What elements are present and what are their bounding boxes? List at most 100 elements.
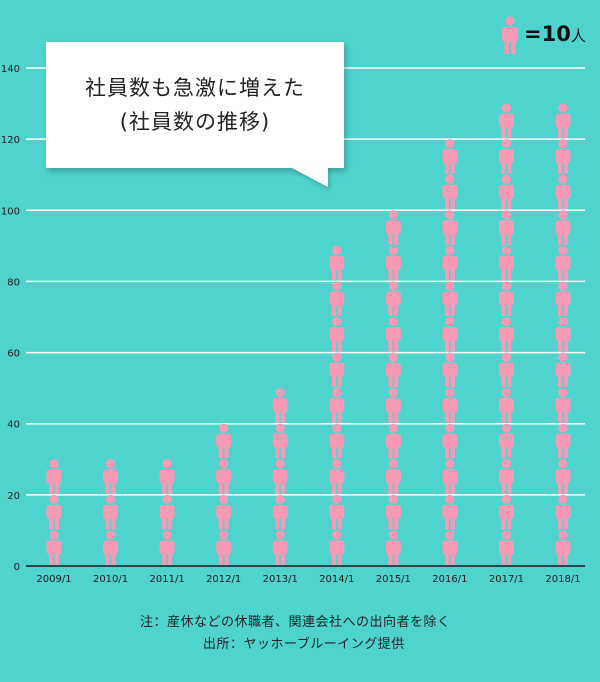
person-icon xyxy=(159,459,175,494)
person-icon xyxy=(272,423,288,459)
bar xyxy=(442,139,458,565)
person-icon xyxy=(159,494,175,530)
person-icon xyxy=(555,139,571,174)
person-icon xyxy=(442,245,458,281)
x-tick-label: 2011/1 xyxy=(150,574,185,585)
person-icon xyxy=(329,423,345,459)
person-icon xyxy=(385,352,401,388)
person-icon xyxy=(498,423,514,459)
person-icon xyxy=(385,459,401,494)
person-icon xyxy=(385,281,401,316)
person-icon xyxy=(442,388,458,423)
person-icon xyxy=(498,494,514,530)
footnote-source: 出所：ヤッホーブルーイング提供 xyxy=(203,637,405,652)
person-icon xyxy=(555,103,571,139)
bar xyxy=(159,459,175,565)
x-tick-label: 2016/1 xyxy=(432,574,467,585)
person-icon xyxy=(442,281,458,316)
person-icon xyxy=(385,316,401,352)
x-tick-label: 2018/1 xyxy=(545,574,580,585)
person-icon xyxy=(502,16,518,54)
person-icon xyxy=(442,494,458,530)
person-icon xyxy=(329,245,345,281)
person-icon xyxy=(498,139,514,174)
person-icon xyxy=(498,388,514,423)
y-tick-label: 60 xyxy=(7,349,20,360)
person-icon xyxy=(442,316,458,352)
person-icon xyxy=(498,103,514,139)
person-icon xyxy=(555,281,571,316)
bar xyxy=(498,103,514,565)
person-icon xyxy=(329,494,345,530)
person-icon xyxy=(442,459,458,494)
person-icon xyxy=(272,388,288,423)
icon-bar-chart: 0 20 40 60 80 100 120 140 2009/1 2010/1 2011/1 2012… xyxy=(1,64,585,585)
callout-tail xyxy=(290,167,328,187)
person-icon xyxy=(216,494,232,530)
callout-subtitle: (社員数の推移) xyxy=(119,110,271,134)
person-icon xyxy=(498,245,514,281)
person-icon xyxy=(46,530,62,565)
person-icon xyxy=(442,352,458,388)
bar xyxy=(216,423,232,565)
bar xyxy=(329,245,345,565)
x-tick-label: 2013/1 xyxy=(263,574,298,585)
person-icon xyxy=(555,459,571,494)
bar xyxy=(555,103,571,565)
person-icon xyxy=(498,210,514,245)
person-icon xyxy=(46,459,62,494)
person-icon xyxy=(442,210,458,245)
person-icon xyxy=(555,316,571,352)
person-icon xyxy=(272,530,288,565)
x-tick-label: 2012/1 xyxy=(206,574,241,585)
bar xyxy=(385,210,401,565)
person-icon xyxy=(555,245,571,281)
bar xyxy=(46,459,62,565)
person-icon xyxy=(498,352,514,388)
person-icon xyxy=(555,352,571,388)
person-icon xyxy=(329,316,345,352)
person-icon xyxy=(442,423,458,459)
person-icon xyxy=(555,388,571,423)
person-icon xyxy=(216,530,232,565)
person-icon xyxy=(216,459,232,494)
x-tick-label: 2010/1 xyxy=(93,574,128,585)
person-icon xyxy=(442,139,458,174)
person-icon xyxy=(555,494,571,530)
person-icon xyxy=(103,494,119,530)
callout-box: 社員数も急激に増えた (社員数の推移) xyxy=(46,42,344,168)
callout-title: 社員数も急激に増えた xyxy=(85,76,305,100)
person-icon xyxy=(385,494,401,530)
y-tick-label: 80 xyxy=(7,277,20,288)
person-icon xyxy=(385,210,401,245)
person-icon xyxy=(498,281,514,316)
person-icon xyxy=(555,174,571,210)
person-icon xyxy=(46,494,62,530)
person-icon xyxy=(103,530,119,565)
y-tick-label: 20 xyxy=(7,491,20,502)
person-icon xyxy=(329,281,345,316)
legend-equals: = xyxy=(524,22,542,46)
x-tick-label: 2017/1 xyxy=(489,574,524,585)
person-icon xyxy=(498,530,514,565)
person-icon xyxy=(498,459,514,494)
person-icon xyxy=(329,352,345,388)
person-icon xyxy=(103,459,119,494)
person-icon xyxy=(555,530,571,565)
x-tick-label: 2015/1 xyxy=(376,574,411,585)
person-icon xyxy=(442,530,458,565)
person-icon xyxy=(329,459,345,494)
x-tick-label: 2009/1 xyxy=(36,574,71,585)
person-icon xyxy=(385,245,401,281)
person-icon xyxy=(555,210,571,245)
y-tick-label: 100 xyxy=(1,206,20,217)
bar xyxy=(103,459,119,565)
person-icon xyxy=(385,423,401,459)
person-icon xyxy=(555,423,571,459)
person-icon xyxy=(272,494,288,530)
x-tick-label: 2014/1 xyxy=(319,574,354,585)
y-tick-label: 140 xyxy=(1,64,20,75)
person-icon xyxy=(329,530,345,565)
footnotes: 注：産休などの休職者、関連会社への出向者を除く 出所：ヤッホーブルーイング提供 xyxy=(0,612,600,656)
